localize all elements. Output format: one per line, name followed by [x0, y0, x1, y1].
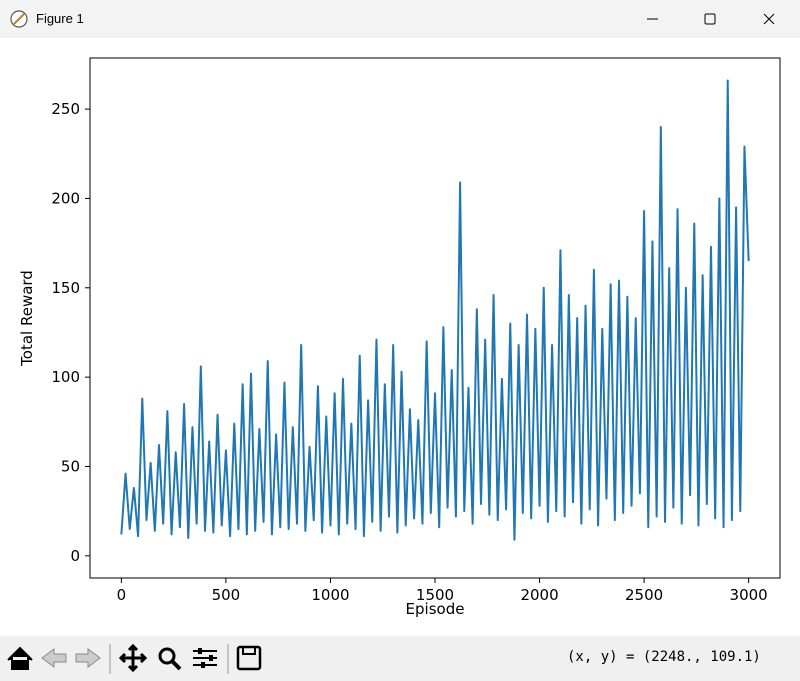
title-bar-icons [10, 10, 775, 28]
save-button[interactable] [236, 645, 262, 671]
app-icon [13, 13, 25, 25]
x-tick-label: 1000 [311, 586, 349, 604]
toolbar-icons [7, 643, 262, 674]
y-tick-label: 0 [70, 547, 80, 565]
y-tick-label: 150 [51, 279, 80, 297]
x-tick-label: 3000 [730, 586, 768, 604]
zoom-button[interactable] [170, 659, 182, 671]
x-tick-label: 2500 [625, 586, 663, 604]
x-tick-label: 1500 [416, 586, 454, 604]
configure-button [201, 662, 205, 668]
y-axis-label: Total Reward [18, 270, 36, 367]
pan-button[interactable] [118, 643, 148, 673]
window-title: Figure 1 [36, 11, 84, 26]
cursor-status: (x, y) = (2248., 109.1) [567, 649, 761, 665]
y-tick-label: 200 [51, 189, 80, 207]
title-bar: Figure 1 [0, 0, 800, 38]
toolbar [0, 636, 800, 681]
y-tick-label: 100 [51, 368, 80, 386]
back-button[interactable] [41, 648, 67, 668]
maximize-button[interactable] [704, 13, 716, 25]
x-axis-label: Episode [406, 600, 465, 618]
zoom-button[interactable] [158, 647, 176, 665]
save-button [242, 646, 256, 655]
chart: 0 500 1000 1500 2000 2500 3000 0 50 100 150 200 250 E… [18, 57, 781, 618]
home-button[interactable] [7, 646, 33, 670]
y-tick-label: 50 [61, 457, 80, 475]
x-tick-label: 0 [117, 586, 127, 604]
configure-button [198, 648, 202, 654]
y-tick-label: 250 [51, 100, 80, 118]
close-button[interactable] [763, 13, 775, 25]
configure-button [209, 655, 213, 661]
x-tick-label: 2000 [520, 586, 558, 604]
x-tick-label: 500 [212, 586, 241, 604]
data-line [120, 79, 750, 541]
forward-button[interactable] [75, 648, 101, 668]
